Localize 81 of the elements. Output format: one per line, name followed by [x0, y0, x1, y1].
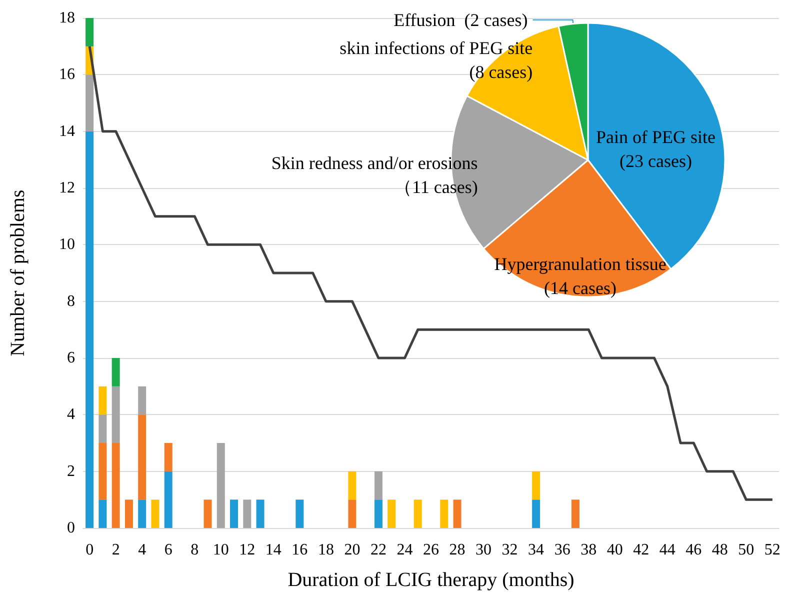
bar — [86, 18, 94, 46]
x-tick-label: 50 — [738, 542, 754, 558]
x-tick-label: 12 — [239, 542, 256, 558]
x-tick-label: 30 — [476, 542, 492, 558]
x-tick-label: 2 — [112, 542, 120, 558]
x-tick-label: 34 — [528, 542, 544, 558]
bar — [98, 500, 107, 528]
data-label: （11 cases) — [394, 177, 478, 198]
x-tick-label: 20 — [344, 542, 360, 558]
y-tick-label: 16 — [59, 66, 75, 84]
bar — [204, 500, 212, 528]
x-tick-label: 8 — [190, 542, 199, 558]
bar — [138, 414, 146, 500]
bar — [348, 500, 356, 528]
y-tick-label: 2 — [67, 462, 75, 480]
bar — [112, 386, 120, 443]
bar — [216, 443, 225, 528]
bar — [164, 471, 172, 528]
x-tick-label: 48 — [712, 542, 728, 558]
bar — [440, 500, 448, 528]
x-tick-label: 22 — [370, 542, 386, 558]
x-tick-label: 18 — [318, 542, 334, 558]
x-tick-label: 0 — [86, 542, 94, 558]
bar — [388, 500, 396, 528]
slice-label: Skin redness and/or erosions — [271, 153, 478, 174]
x-tick-label: 32 — [502, 542, 518, 558]
bar — [86, 74, 94, 132]
bar — [243, 500, 252, 528]
y-tick-label: 18 — [59, 10, 75, 26]
x-tick-label: 52 — [764, 542, 780, 558]
x-tick-label: 14 — [265, 542, 282, 558]
bar — [112, 443, 120, 528]
data-label: (23 cases) — [620, 151, 692, 172]
bar — [138, 500, 146, 528]
x-tick-label: 6 — [164, 542, 172, 558]
bar — [256, 500, 264, 528]
x-tick-label: 42 — [633, 542, 650, 558]
x-tick-label: 16 — [292, 542, 308, 558]
bar — [453, 500, 462, 528]
bar — [98, 386, 107, 415]
bar — [296, 500, 304, 528]
bar — [374, 471, 382, 500]
y-tick-label: 4 — [67, 406, 75, 424]
bar — [230, 500, 238, 528]
bar — [98, 414, 107, 443]
bar — [151, 500, 160, 528]
data-label: (14 cases) — [544, 278, 617, 298]
y-tick-label: 6 — [67, 350, 75, 366]
y-tick-label: 12 — [59, 180, 75, 196]
bar — [98, 443, 107, 500]
bar — [532, 500, 540, 528]
slice-label: skin infections of PEG site — [340, 38, 533, 58]
bar — [532, 471, 540, 500]
x-axis-title: Duration of LCIG therapy (months) — [288, 569, 574, 591]
bar — [138, 386, 146, 415]
y-tick-label: 8 — [67, 292, 75, 310]
x-tick-label: 40 — [606, 542, 623, 558]
bar — [164, 443, 172, 472]
bar — [414, 500, 422, 528]
y-tick-label: 14 — [59, 122, 75, 140]
bar — [374, 500, 382, 528]
bar — [124, 500, 133, 528]
y-axis-title: Number of problems — [7, 189, 29, 356]
x-tick-label: 38 — [580, 542, 597, 558]
bar — [112, 358, 120, 386]
y-tick-label: 10 — [59, 236, 75, 254]
x-tick-label: 4 — [138, 542, 146, 558]
x-tick-label: 46 — [686, 542, 702, 558]
x-tick-label: 26 — [423, 542, 439, 558]
slice-label: Effusion (2 cases) — [394, 10, 528, 30]
bar — [571, 500, 580, 528]
x-tick-label: 44 — [659, 542, 676, 558]
x-tick-label: 24 — [396, 542, 413, 558]
x-tick-label: 28 — [449, 542, 466, 558]
data-label: (8 cases) — [469, 62, 533, 82]
slice-label: Pain of PEG site — [596, 127, 716, 148]
x-tick-label: 10 — [212, 542, 229, 558]
bar — [86, 131, 94, 528]
bar — [348, 471, 356, 500]
y-tick-label: 0 — [67, 520, 75, 536]
x-tick-label: 36 — [554, 542, 570, 558]
